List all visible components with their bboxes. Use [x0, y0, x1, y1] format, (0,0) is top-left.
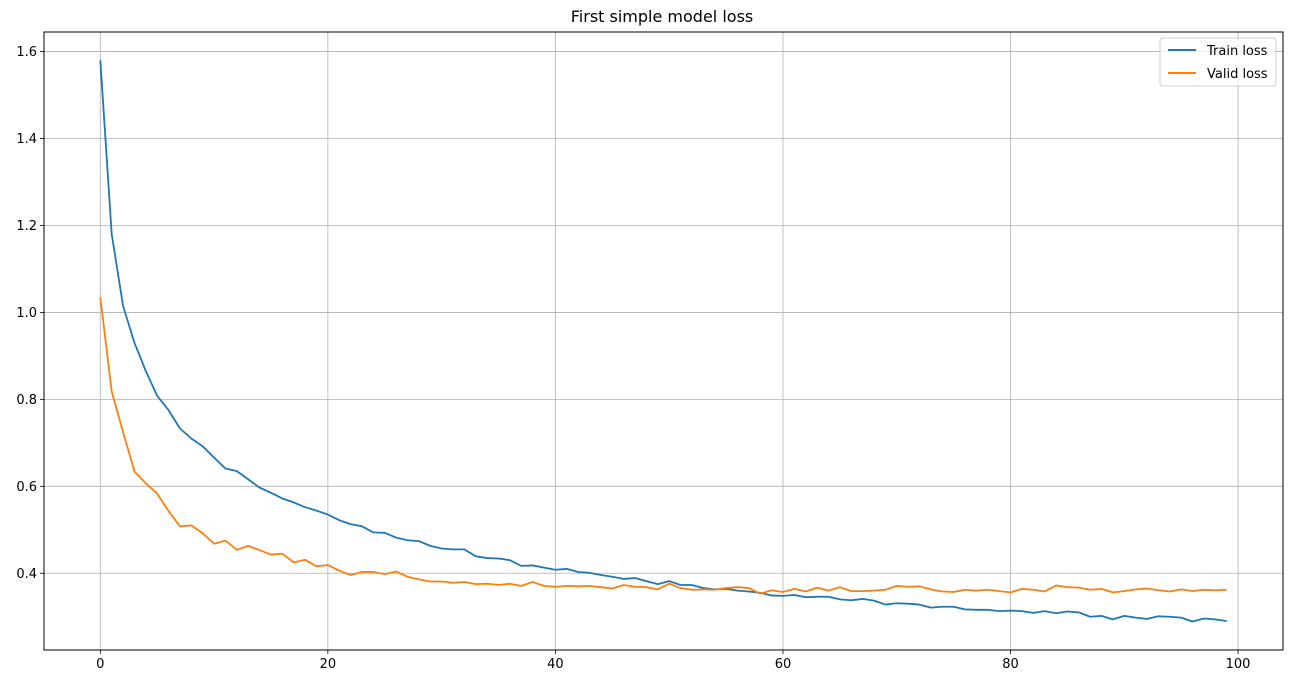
- x-tick-label: 0: [96, 657, 104, 672]
- y-tick-label: 1.6: [16, 45, 37, 60]
- legend: Train loss Valid loss: [1159, 37, 1277, 87]
- x-tick-label: 100: [1226, 657, 1251, 672]
- x-tick-label: 60: [775, 657, 792, 672]
- y-tick-label: 1.4: [16, 132, 37, 147]
- x-tick-label: 20: [320, 657, 337, 672]
- tick-group: 0 20 40 60 80 100 0.4 0.6 0.8 1.0 1.2 1.4 1.6: [16, 45, 1250, 672]
- y-tick-label: 1.0: [16, 306, 37, 321]
- chart-title: First simple model loss: [571, 7, 753, 26]
- series-line-valid-loss: [99, 297, 1227, 595]
- series-group: [99, 60, 1227, 623]
- legend-label-train-loss: Train loss: [1206, 44, 1268, 59]
- y-tick-label: 1.2: [16, 219, 37, 234]
- y-tick-label: 0.4: [16, 567, 37, 582]
- series-line-train-loss: [99, 60, 1227, 623]
- y-tick-label: 0.6: [16, 480, 37, 495]
- x-tick-label: 80: [1002, 657, 1019, 672]
- x-tick-label: 40: [547, 657, 564, 672]
- legend-label-valid-loss: Valid loss: [1207, 67, 1268, 82]
- y-tick-label: 0.8: [16, 393, 37, 408]
- plot-frame: [43, 31, 1284, 651]
- grid: [44, 32, 1283, 650]
